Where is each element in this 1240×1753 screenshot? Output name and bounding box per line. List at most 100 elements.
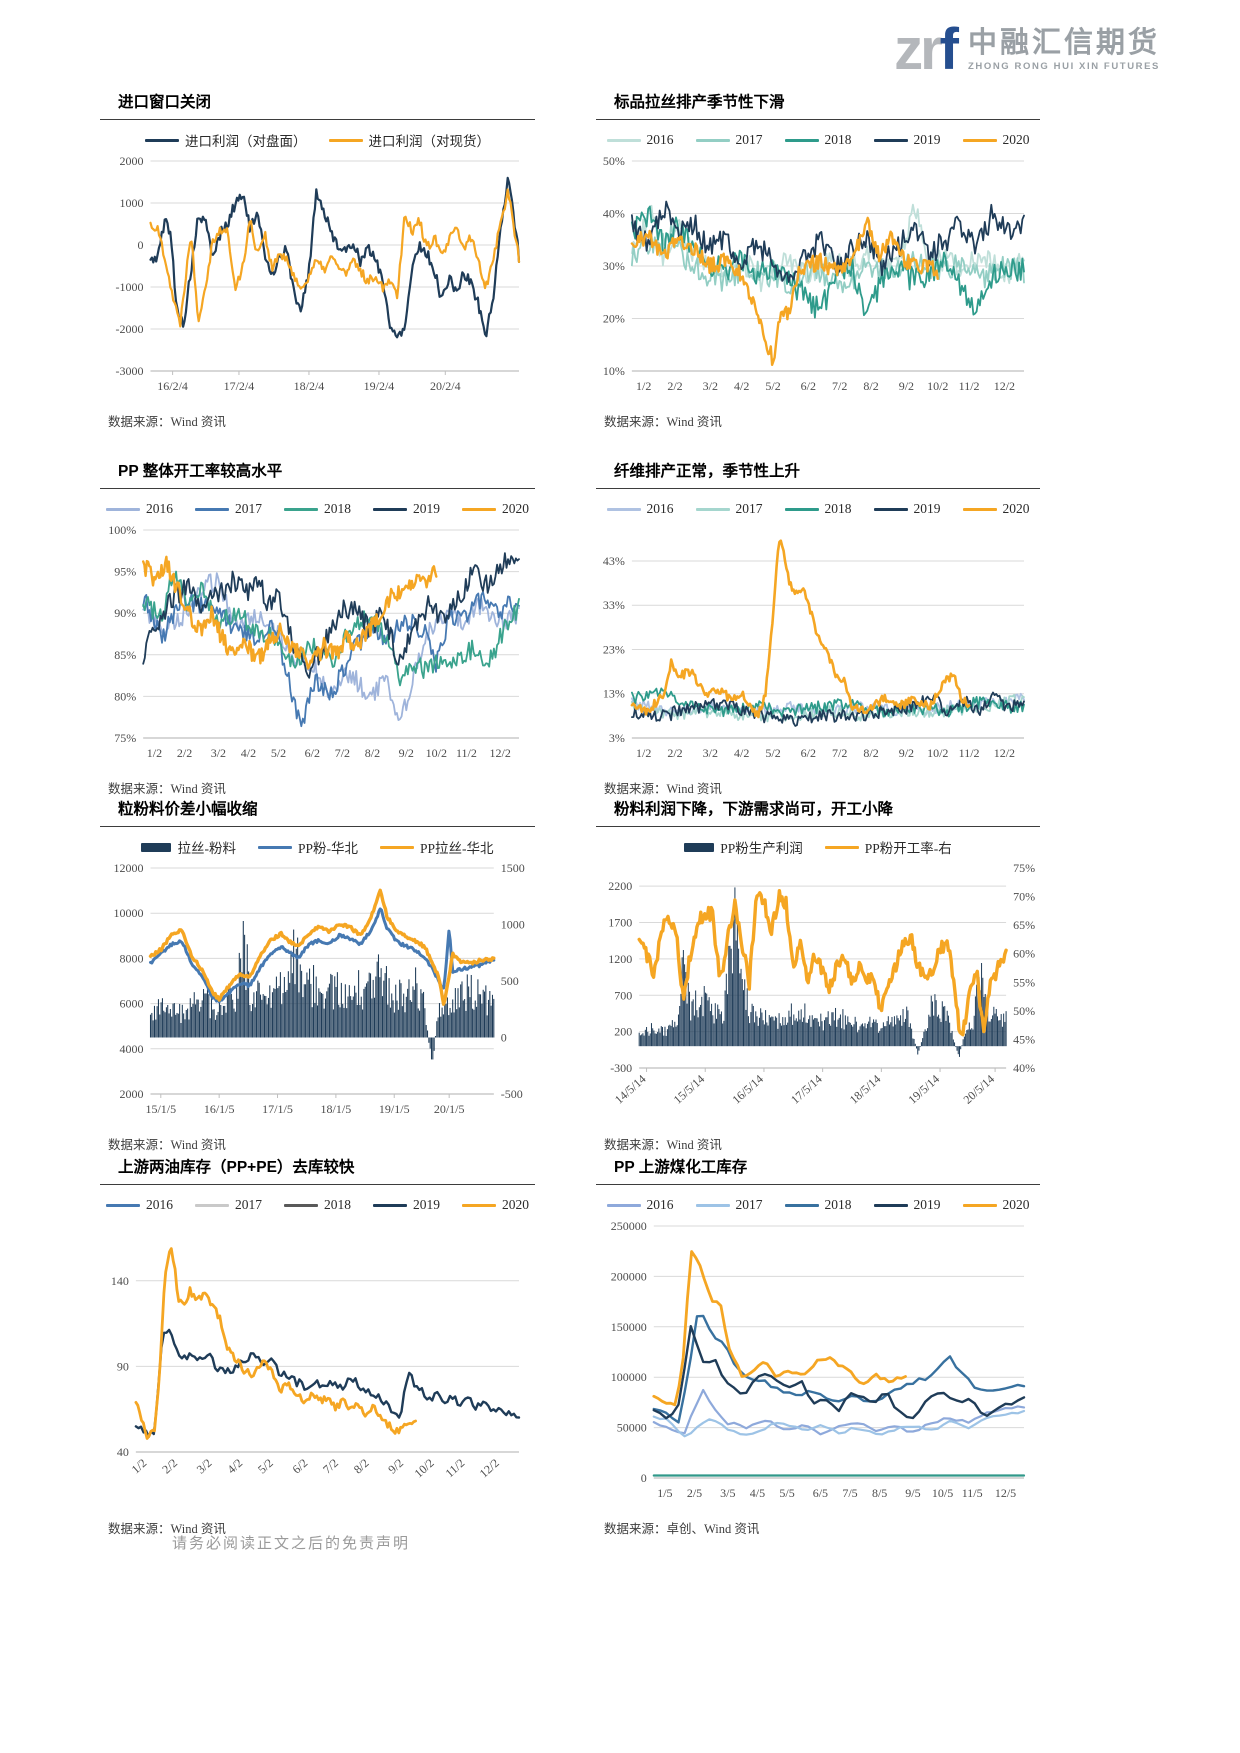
svg-text:150000: 150000 bbox=[611, 1320, 647, 1334]
title-divider bbox=[596, 119, 1040, 120]
svg-text:16/5/14: 16/5/14 bbox=[729, 1072, 766, 1107]
svg-text:12/2: 12/2 bbox=[490, 746, 511, 760]
legend-item: 2018 bbox=[784, 501, 852, 517]
legend-label: 2016 bbox=[146, 1197, 173, 1212]
svg-text:3/2: 3/2 bbox=[703, 379, 718, 393]
legend-label: 2019 bbox=[413, 1197, 440, 1212]
disclaimer-footer: 请务必阅读正文之后的免责声明 bbox=[172, 1536, 411, 1552]
legend-swatch bbox=[257, 845, 292, 849]
data-source-label: 数据来源：Wind 资讯 bbox=[108, 1138, 226, 1152]
svg-text:-3000: -3000 bbox=[116, 364, 144, 378]
svg-text:6/2: 6/2 bbox=[305, 746, 320, 760]
svg-text:200: 200 bbox=[614, 1025, 632, 1039]
chart-canvas: 12000 10000 8000 6000 4000 2000 1500 1000 500 0 -5… bbox=[114, 861, 525, 1116]
svg-text:90%: 90% bbox=[114, 606, 136, 620]
legend-item: PP粉生产利润 bbox=[684, 837, 803, 857]
chart-block-drawwire-schedule: 标品拉丝排产季节性下滑 2016 2017 2018 2019 2020 50% 40% 3… bbox=[596, 93, 1040, 430]
svg-text:1700: 1700 bbox=[608, 916, 632, 930]
svg-text:40%: 40% bbox=[1013, 1061, 1035, 1075]
chart-title: 粒粉料价差小幅收缩 bbox=[118, 801, 258, 818]
chart-title: 上游两油库存（PP+PE）去库较快 bbox=[118, 1159, 355, 1176]
legend-label: 2018 bbox=[324, 1197, 351, 1212]
legend-label: 2017 bbox=[235, 501, 262, 516]
legend-swatch bbox=[462, 507, 496, 511]
legend-swatch bbox=[695, 507, 730, 511]
legend-label: PP粉生产利润 bbox=[720, 841, 803, 856]
svg-text:1000: 1000 bbox=[501, 918, 525, 932]
legend-label: PP粉-华北 bbox=[297, 841, 358, 856]
company-logo: zr f 中融汇信期货 ZHONG RONG HUI XIN FUTURES bbox=[894, 17, 1160, 82]
svg-text:2/2: 2/2 bbox=[159, 1456, 180, 1477]
svg-text:140: 140 bbox=[111, 1274, 129, 1288]
svg-text:50000: 50000 bbox=[617, 1421, 647, 1435]
chart-canvas: 50% 40% 30% 20% 10% 1/2 2/2 3/2 4/2 5/2 6/2 7/2 8/2 9… bbox=[603, 154, 1025, 393]
svg-text:7/2: 7/2 bbox=[320, 1456, 341, 1477]
legend-item: 2017 bbox=[195, 1197, 262, 1213]
svg-text:5/2: 5/2 bbox=[765, 746, 780, 760]
legend-swatch bbox=[106, 1203, 140, 1207]
svg-text:30%: 30% bbox=[603, 259, 625, 273]
svg-text:3/2: 3/2 bbox=[211, 746, 226, 760]
legend-swatch bbox=[606, 138, 641, 142]
svg-text:1000: 1000 bbox=[120, 196, 144, 210]
legend-item: 2018 bbox=[284, 1197, 351, 1213]
data-source-label: 数据来源：Wind 资讯 bbox=[108, 1522, 226, 1536]
svg-text:2000: 2000 bbox=[120, 154, 144, 168]
svg-text:85%: 85% bbox=[114, 648, 136, 662]
svg-text:4000: 4000 bbox=[120, 1042, 144, 1056]
legend-label: 2019 bbox=[913, 501, 941, 516]
legend-item: 2017 bbox=[195, 501, 262, 517]
legend-label: 2020 bbox=[502, 501, 529, 516]
svg-text:50%: 50% bbox=[1013, 1004, 1035, 1018]
legend-label: 进口利润（对现货） bbox=[368, 134, 491, 149]
svg-text:8000: 8000 bbox=[120, 951, 144, 965]
svg-text:40%: 40% bbox=[603, 207, 625, 221]
svg-text:9/2: 9/2 bbox=[399, 746, 414, 760]
svg-text:2/2: 2/2 bbox=[177, 746, 192, 760]
logo-f-text: f bbox=[939, 17, 959, 82]
legend-swatch bbox=[873, 1203, 908, 1207]
svg-text:6/2: 6/2 bbox=[801, 746, 816, 760]
svg-text:2200: 2200 bbox=[608, 879, 632, 893]
title-divider bbox=[596, 1184, 1040, 1185]
chart-canvas: 43% 33% 23% 13% 3% 1/2 2/2 3/2 4/2 5/2 6/2 7/2 8/2 9/… bbox=[603, 539, 1025, 760]
legend-item: PP粉-华北 bbox=[257, 837, 358, 857]
svg-text:4/2: 4/2 bbox=[241, 746, 256, 760]
legend-label: 2020 bbox=[1002, 132, 1030, 147]
svg-text:11/2: 11/2 bbox=[959, 379, 980, 393]
legend-swatch bbox=[284, 507, 318, 511]
legend-item: 2020 bbox=[462, 1197, 529, 1213]
legend-item: 2018 bbox=[284, 501, 351, 517]
svg-text:10%: 10% bbox=[603, 364, 625, 378]
svg-text:7/5: 7/5 bbox=[842, 1486, 857, 1500]
data-source-label: 数据来源：Wind 资讯 bbox=[108, 782, 226, 796]
svg-text:-1000: -1000 bbox=[116, 280, 144, 294]
legend-item: 2019 bbox=[873, 501, 941, 517]
svg-text:4/2: 4/2 bbox=[734, 746, 749, 760]
svg-text:6000: 6000 bbox=[120, 997, 144, 1011]
svg-text:12/5: 12/5 bbox=[995, 1486, 1016, 1500]
title-divider bbox=[100, 1184, 535, 1185]
svg-text:11/2: 11/2 bbox=[959, 746, 980, 760]
svg-text:75%: 75% bbox=[1013, 861, 1035, 875]
svg-text:6/2: 6/2 bbox=[801, 379, 816, 393]
legend-label: 2018 bbox=[824, 501, 852, 516]
svg-text:15/1/5: 15/1/5 bbox=[145, 1102, 176, 1116]
chart-title: PP 上游煤化工库存 bbox=[614, 1159, 748, 1176]
svg-text:17/5/14: 17/5/14 bbox=[788, 1072, 825, 1107]
data-source-label: 数据来源：Wind 资讯 bbox=[604, 415, 722, 429]
logo-wordmark: 中融汇信期货 ZHONG RONG HUI XIN FUTURES bbox=[968, 24, 1160, 72]
legend-item: 2019 bbox=[873, 132, 941, 148]
legend-item: 2019 bbox=[873, 1197, 941, 1213]
legend-swatch bbox=[373, 1203, 407, 1207]
legend-label: 拉丝-粉料 bbox=[177, 841, 236, 856]
logo-company-name-en: ZHONG RONG HUI XIN FUTURES bbox=[967, 61, 1160, 72]
legend-swatch bbox=[373, 507, 407, 511]
svg-text:11/5: 11/5 bbox=[962, 1486, 983, 1500]
svg-text:11/2: 11/2 bbox=[456, 746, 477, 760]
legend-label: 2020 bbox=[1002, 501, 1030, 516]
legend-label: PP拉丝-华北 bbox=[420, 841, 494, 856]
svg-text:10/2: 10/2 bbox=[927, 379, 948, 393]
data-source-label: 数据来源：Wind 资讯 bbox=[108, 415, 226, 429]
svg-text:19/2/4: 19/2/4 bbox=[364, 379, 395, 393]
